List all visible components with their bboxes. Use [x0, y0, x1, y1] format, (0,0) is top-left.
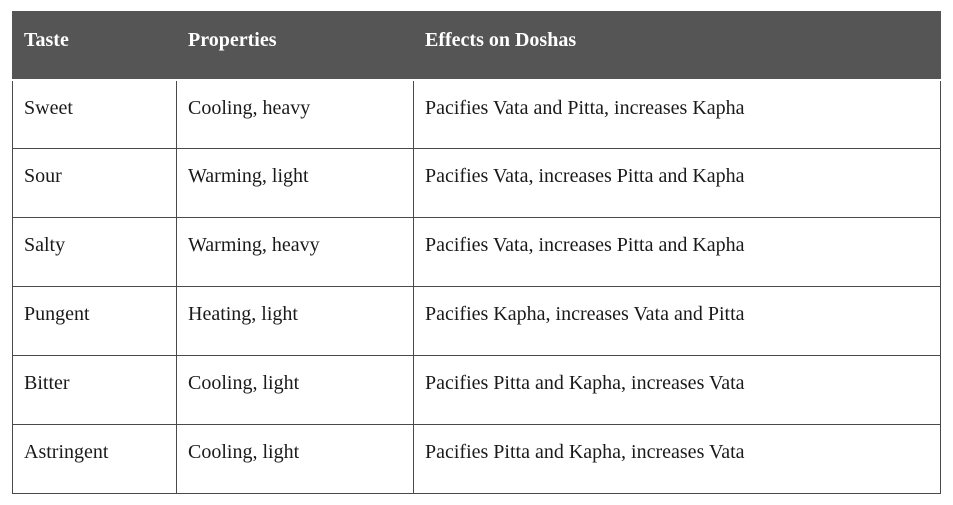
table-row: Astringent Cooling, light Pacifies Pitta… — [12, 424, 941, 494]
table-row: Salty Warming, heavy Pacifies Vata, incr… — [12, 217, 941, 287]
cell-properties: Cooling, light — [176, 424, 414, 494]
cell-taste: Pungent — [12, 286, 177, 356]
cell-taste: Sour — [12, 148, 177, 218]
header-row: Taste Properties Effects on Doshas — [12, 11, 941, 81]
cell-effects: Pacifies Vata, increases Pitta and Kapha — [413, 217, 941, 287]
cell-effects: Pacifies Vata and Pitta, increases Kapha — [413, 79, 941, 149]
cell-effects: Pacifies Kapha, increases Vata and Pitta — [413, 286, 941, 356]
table-row: Bitter Cooling, light Pacifies Pitta and… — [12, 355, 941, 425]
header-effects-on-doshas: Effects on Doshas — [413, 11, 941, 81]
cell-properties: Warming, heavy — [176, 217, 414, 287]
table-row: Sweet Cooling, heavy Pacifies Vata and P… — [12, 79, 941, 149]
cell-effects: Pacifies Vata, increases Pitta and Kapha — [413, 148, 941, 218]
taste-table-container: Taste Properties Effects on Doshas Sweet… — [12, 11, 941, 494]
cell-effects: Pacifies Pitta and Kapha, increases Vata — [413, 424, 941, 494]
taste-doshas-table: Taste Properties Effects on Doshas Sweet… — [12, 11, 941, 494]
cell-properties: Cooling, heavy — [176, 79, 414, 149]
cell-taste: Astringent — [12, 424, 177, 494]
header-properties: Properties — [176, 11, 414, 81]
table-row: Sour Warming, light Pacifies Vata, incre… — [12, 148, 941, 218]
cell-taste: Bitter — [12, 355, 177, 425]
cell-properties: Warming, light — [176, 148, 414, 218]
cell-properties: Heating, light — [176, 286, 414, 356]
table-body: Sweet Cooling, heavy Pacifies Vata and P… — [12, 79, 941, 494]
table-header: Taste Properties Effects on Doshas — [12, 11, 941, 81]
cell-taste: Salty — [12, 217, 177, 287]
cell-effects: Pacifies Pitta and Kapha, increases Vata — [413, 355, 941, 425]
header-taste: Taste — [12, 11, 177, 81]
table-row: Pungent Heating, light Pacifies Kapha, i… — [12, 286, 941, 356]
cell-properties: Cooling, light — [176, 355, 414, 425]
cell-taste: Sweet — [12, 79, 177, 149]
